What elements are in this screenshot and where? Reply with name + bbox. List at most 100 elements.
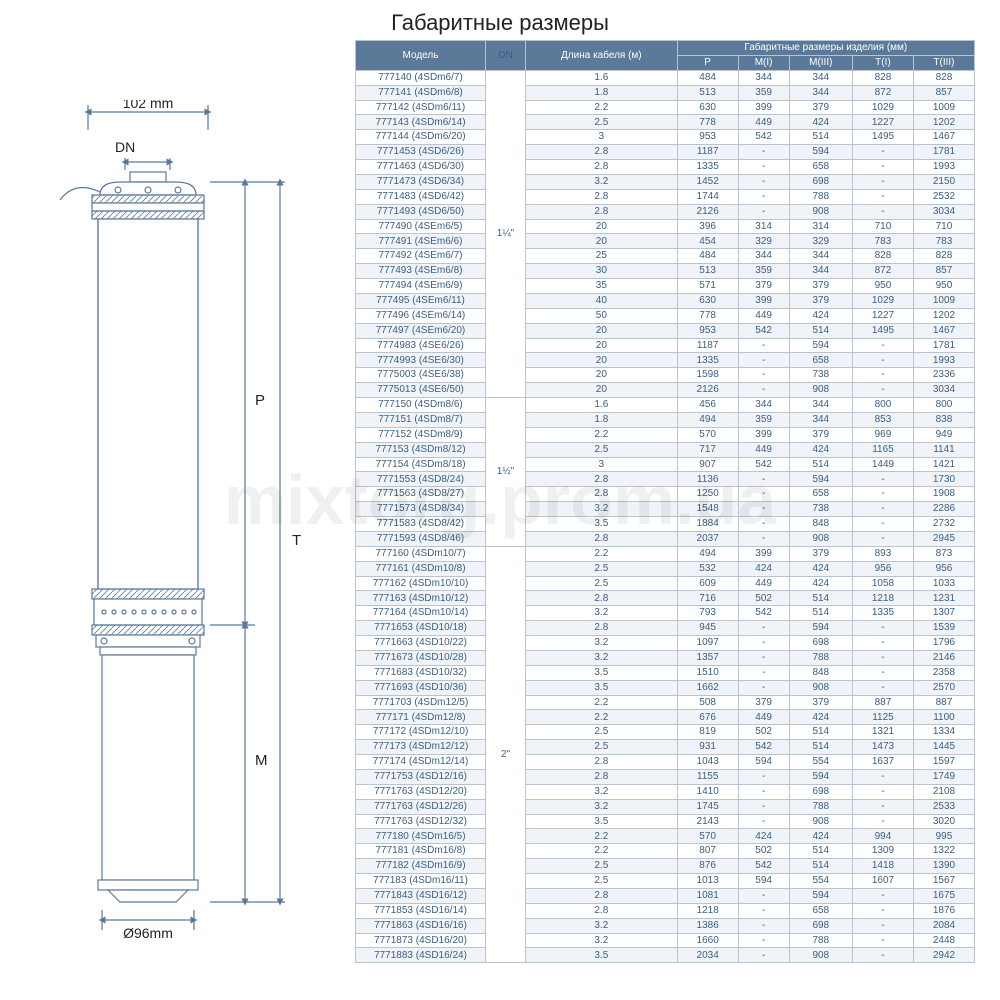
model-cell: 777144 (4SDm6/20) (356, 130, 486, 145)
value-cell: 819 (677, 725, 738, 740)
table-row: 7774993 (4SE6/30)201335-658-1993 (356, 353, 975, 368)
model-cell: 7775013 (4SE6/50) (356, 383, 486, 398)
model-cell: 7771673 (4SD10/28) (356, 650, 486, 665)
table-row: 7771493 (4SD6/50)2.82126-908-3034 (356, 204, 975, 219)
model-cell: 7771563 (4SD8/27) (356, 487, 486, 502)
value-cell: 1993 (913, 353, 974, 368)
value-cell: 594 (738, 755, 789, 770)
value-cell: 329 (789, 234, 852, 249)
value-cell: - (738, 665, 789, 680)
value-cell: 1227 (852, 115, 913, 130)
table-row: 7771593 (4SD8/46)2.82037-908-2945 (356, 531, 975, 546)
value-cell: 424 (789, 115, 852, 130)
value-cell: 778 (677, 115, 738, 130)
value-cell: 1452 (677, 174, 738, 189)
value-cell: 2084 (913, 918, 974, 933)
value-cell: 424 (789, 561, 852, 576)
value-cell: 908 (789, 531, 852, 546)
value-cell: 40 (526, 293, 678, 308)
value-cell: 30 (526, 264, 678, 279)
table-row: 777182 (4SDm16/9)2.587654251414181390 (356, 859, 975, 874)
value-cell: - (738, 948, 789, 963)
model-cell: 7771473 (4SD6/34) (356, 174, 486, 189)
model-cell: 777183 (4SDm16/11) (356, 874, 486, 889)
value-cell: - (738, 784, 789, 799)
model-cell: 777491 (4SEm6/6) (356, 234, 486, 249)
value-cell: 2.8 (526, 888, 678, 903)
value-cell: 2.5 (526, 115, 678, 130)
value-cell: 2.8 (526, 487, 678, 502)
model-cell: 777164 (4SDm10/14) (356, 606, 486, 621)
model-cell: 7771483 (4SD6/42) (356, 189, 486, 204)
value-cell: 1309 (852, 844, 913, 859)
value-cell: 1421 (913, 457, 974, 472)
value-cell: 494 (677, 546, 738, 561)
value-cell: 876 (677, 859, 738, 874)
value-cell: 329 (738, 234, 789, 249)
value-cell: 710 (852, 219, 913, 234)
value-cell: 1781 (913, 145, 974, 160)
table-row: 777160 (4SDm10/7)2"2.2494399379893873 (356, 546, 975, 561)
model-cell: 7771593 (4SD8/46) (356, 531, 486, 546)
table-row: 7771553 (4SD8/24)2.81136-594-1730 (356, 472, 975, 487)
table-row: 777143 (4SDm6/14)2.577844942412271202 (356, 115, 975, 130)
value-cell: 1410 (677, 784, 738, 799)
value-cell: 698 (789, 784, 852, 799)
value-cell: 594 (789, 145, 852, 160)
value-cell: 314 (738, 219, 789, 234)
value-cell: - (852, 487, 913, 502)
table-row: 7771843 (4SD16/12)2.81081-594-1675 (356, 888, 975, 903)
model-cell: 777153 (4SDm8/12) (356, 442, 486, 457)
value-cell: 828 (852, 70, 913, 85)
value-cell: 424 (789, 576, 852, 591)
value-cell: 2.5 (526, 859, 678, 874)
value-cell: 514 (789, 130, 852, 145)
value-cell: 2358 (913, 665, 974, 680)
value-cell: 848 (789, 517, 852, 532)
value-cell: - (852, 472, 913, 487)
value-cell: 738 (789, 502, 852, 517)
table-row: 7771703 (4SDm12/5)2.2508379379887887 (356, 695, 975, 710)
value-cell: - (852, 636, 913, 651)
value-cell: 3.2 (526, 606, 678, 621)
value-cell: - (852, 680, 913, 695)
model-cell: 7771553 (4SD8/24) (356, 472, 486, 487)
model-cell: 777154 (4SDm8/18) (356, 457, 486, 472)
value-cell: 1202 (913, 308, 974, 323)
value-cell: 396 (677, 219, 738, 234)
header-t3: T(III) (913, 55, 974, 70)
table-row: 777180 (4SDm16/5)2.2570424424994995 (356, 829, 975, 844)
value-cell: 1730 (913, 472, 974, 487)
value-cell: - (738, 174, 789, 189)
table-row: 777173 (4SDm12/12)2.593154251414731445 (356, 740, 975, 755)
model-cell: 7771763 (4SD12/20) (356, 784, 486, 799)
value-cell: 1539 (913, 621, 974, 636)
value-cell: 344 (789, 249, 852, 264)
value-cell: 1598 (677, 368, 738, 383)
model-cell: 777140 (4SDm6/7) (356, 70, 486, 85)
value-cell: 2.2 (526, 710, 678, 725)
model-cell: 777493 (4SEm6/8) (356, 264, 486, 279)
value-cell: 1908 (913, 487, 974, 502)
value-cell: 542 (738, 859, 789, 874)
table-row: 7771863 (4SD16/16)3.21386-698-2084 (356, 918, 975, 933)
value-cell: 456 (677, 398, 738, 413)
value-cell: 1321 (852, 725, 913, 740)
value-cell: - (852, 353, 913, 368)
value-cell: 2.8 (526, 204, 678, 219)
value-cell: 1187 (677, 145, 738, 160)
value-cell: 698 (789, 918, 852, 933)
header-dims-group: Габаритные размеры изделия (мм) (677, 41, 974, 56)
value-cell: - (738, 680, 789, 695)
model-cell: 777161 (4SDm10/8) (356, 561, 486, 576)
value-cell: 2.8 (526, 755, 678, 770)
value-cell: 514 (789, 740, 852, 755)
value-cell: 783 (852, 234, 913, 249)
value-cell: 1495 (852, 130, 913, 145)
model-cell: 777172 (4SDm12/10) (356, 725, 486, 740)
value-cell: 399 (738, 427, 789, 442)
value-cell: 508 (677, 695, 738, 710)
value-cell: 1335 (852, 606, 913, 621)
value-cell: 532 (677, 561, 738, 576)
value-cell: - (738, 487, 789, 502)
